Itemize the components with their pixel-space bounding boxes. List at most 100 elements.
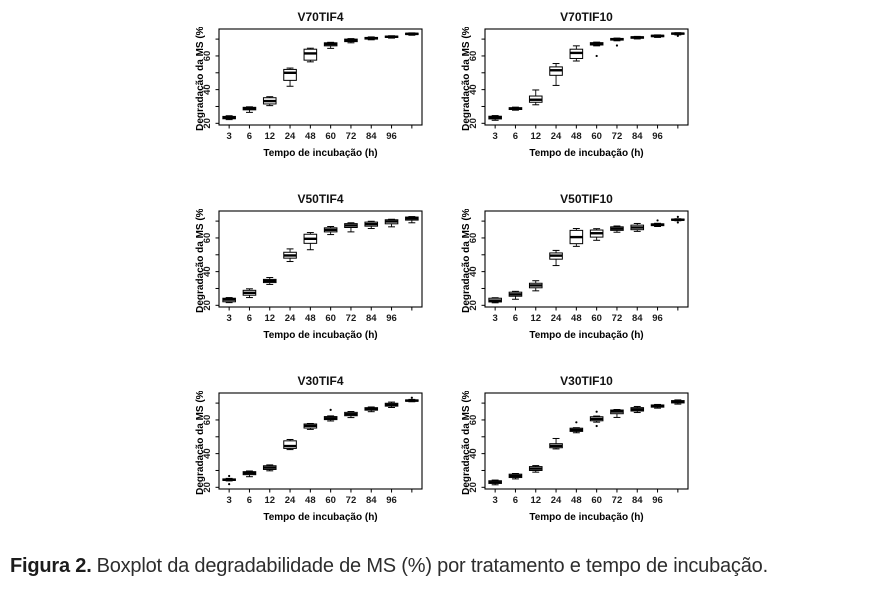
plot-frame (484, 28, 689, 126)
boxplot-box (528, 465, 543, 473)
figure-row-1: V70TIF4 20 40 60 Degradação da MS (%) 3 6 12 24… (195, 10, 691, 161)
boxplot-box (589, 410, 604, 428)
y-tick-label: 60 (202, 233, 213, 244)
boxplot-box (569, 228, 584, 247)
boxplot-box (222, 297, 236, 304)
x-tick-label: 96 (386, 131, 397, 142)
x-tick-label: 3 (493, 495, 498, 506)
y-tick-label: 40 (468, 84, 479, 95)
outlier-point (676, 215, 679, 218)
x-tick-label: 24 (551, 131, 562, 142)
x-axis-label: Tempo de incubação (h) (263, 330, 377, 341)
boxplot-box (589, 41, 604, 58)
boxplot-box (262, 96, 277, 107)
plot-frame (218, 210, 423, 308)
x-tick-label: 3 (227, 313, 232, 324)
boxplot-box (344, 222, 358, 233)
y-tick-label: 60 (468, 51, 479, 62)
boxplot-box (610, 37, 624, 47)
x-tick-label: 48 (571, 313, 582, 324)
boxplot-box (508, 290, 523, 300)
boxplot-box (650, 219, 665, 227)
outlier-point (228, 483, 231, 486)
x-tick-label: 84 (366, 313, 377, 324)
x-tick-label: 6 (513, 495, 518, 506)
boxplot-box (528, 89, 543, 106)
boxplot-box (610, 225, 624, 233)
x-tick-label: 24 (285, 495, 296, 506)
figure-row-3: V30TIF4 20 40 60 Degradação da MS (%) 3 6 12 24… (195, 374, 691, 525)
boxplot-box (630, 35, 645, 40)
x-tick-label: 84 (366, 131, 377, 142)
panel-v50tif10: V50TIF10 20 40 60 Degradação da MS (%) 3 6 12 2… (461, 192, 691, 343)
boxplot-box (242, 288, 257, 299)
boxplot-box (283, 67, 297, 87)
boxplot-box (222, 474, 236, 486)
x-axis-label: Tempo de incubação (h) (263, 512, 377, 523)
x-tick-label: 60 (325, 313, 336, 324)
outlier-point (656, 219, 659, 222)
boxplot-box (508, 106, 523, 111)
x-tick-label: 12 (530, 131, 541, 142)
boxplot-box (650, 34, 665, 38)
x-tick-label: 24 (551, 313, 562, 324)
y-tick-label: 40 (202, 84, 213, 95)
boxplot-box (303, 232, 318, 251)
panel-title-v70tif4: V70TIF4 (297, 10, 344, 24)
y-tick-label: 60 (468, 415, 479, 426)
boxplot-box (283, 438, 297, 451)
x-tick-label: 96 (652, 313, 663, 324)
x-tick-label: 60 (591, 495, 602, 506)
boxplot-box (262, 464, 277, 472)
boxplot-box (344, 411, 358, 419)
x-tick-label: 12 (530, 313, 541, 324)
y-tick-label: 20 (468, 300, 479, 311)
x-tick-label: 3 (227, 131, 232, 142)
y-axis-label: Degradação da MS (%) (195, 209, 206, 313)
figure-caption: Figura 2. Boxplot da degradabilidade de M… (10, 555, 886, 578)
x-tick-label: 12 (530, 495, 541, 506)
x-tick-label: 60 (591, 131, 602, 142)
boxplot-box (488, 297, 502, 304)
boxplot-box (364, 36, 379, 41)
x-tick-label: 48 (305, 495, 316, 506)
caption-label: Figura 2. (10, 555, 92, 577)
y-axis-label: Degradação da MS (%) (461, 391, 472, 495)
x-tick-label: 72 (612, 313, 623, 324)
y-tick-label: 40 (468, 448, 479, 459)
panel-title-v30tif10: V30TIF10 (560, 374, 613, 388)
outlier-point (329, 408, 332, 411)
boxplot-box (405, 216, 419, 224)
x-tick-label: 3 (493, 131, 498, 142)
y-tick-label: 20 (468, 118, 479, 129)
figure-row-2: V50TIF4 20 40 60 Degradação da MS (%) 3 6 12 24… (195, 192, 691, 343)
panel-title-v50tif10: V50TIF10 (560, 192, 613, 206)
y-tick-label: 40 (468, 266, 479, 277)
boxplot-box (528, 280, 543, 292)
boxplot-box (488, 479, 502, 486)
boxplot-box (630, 405, 645, 414)
y-tick-label: 20 (202, 482, 213, 493)
x-tick-label: 48 (305, 313, 316, 324)
boxplot-box (650, 403, 665, 409)
x-tick-label: 12 (264, 313, 275, 324)
boxplot-box (384, 35, 399, 39)
plot-frame (484, 392, 689, 490)
panel-v50tif4: V50TIF4 20 40 60 Degradação da MS (%) 3 6 12 24… (195, 192, 425, 343)
plot-frame (484, 210, 689, 308)
y-tick-label: 20 (202, 300, 213, 311)
boxplot-box (671, 215, 685, 224)
x-axis-label: Tempo de incubação (h) (529, 512, 643, 523)
boxplot-box (405, 32, 419, 36)
y-axis-label: Degradação da MS (%) (461, 209, 472, 313)
x-tick-label: 72 (612, 131, 623, 142)
boxplot-box (384, 218, 399, 228)
x-tick-label: 60 (325, 131, 336, 142)
plot-frame (218, 28, 423, 126)
boxplot-box (364, 406, 379, 413)
x-tick-label: 48 (571, 495, 582, 506)
y-axis-label: Degradação da MS (%) (195, 391, 206, 495)
y-tick-label: 20 (202, 118, 213, 129)
